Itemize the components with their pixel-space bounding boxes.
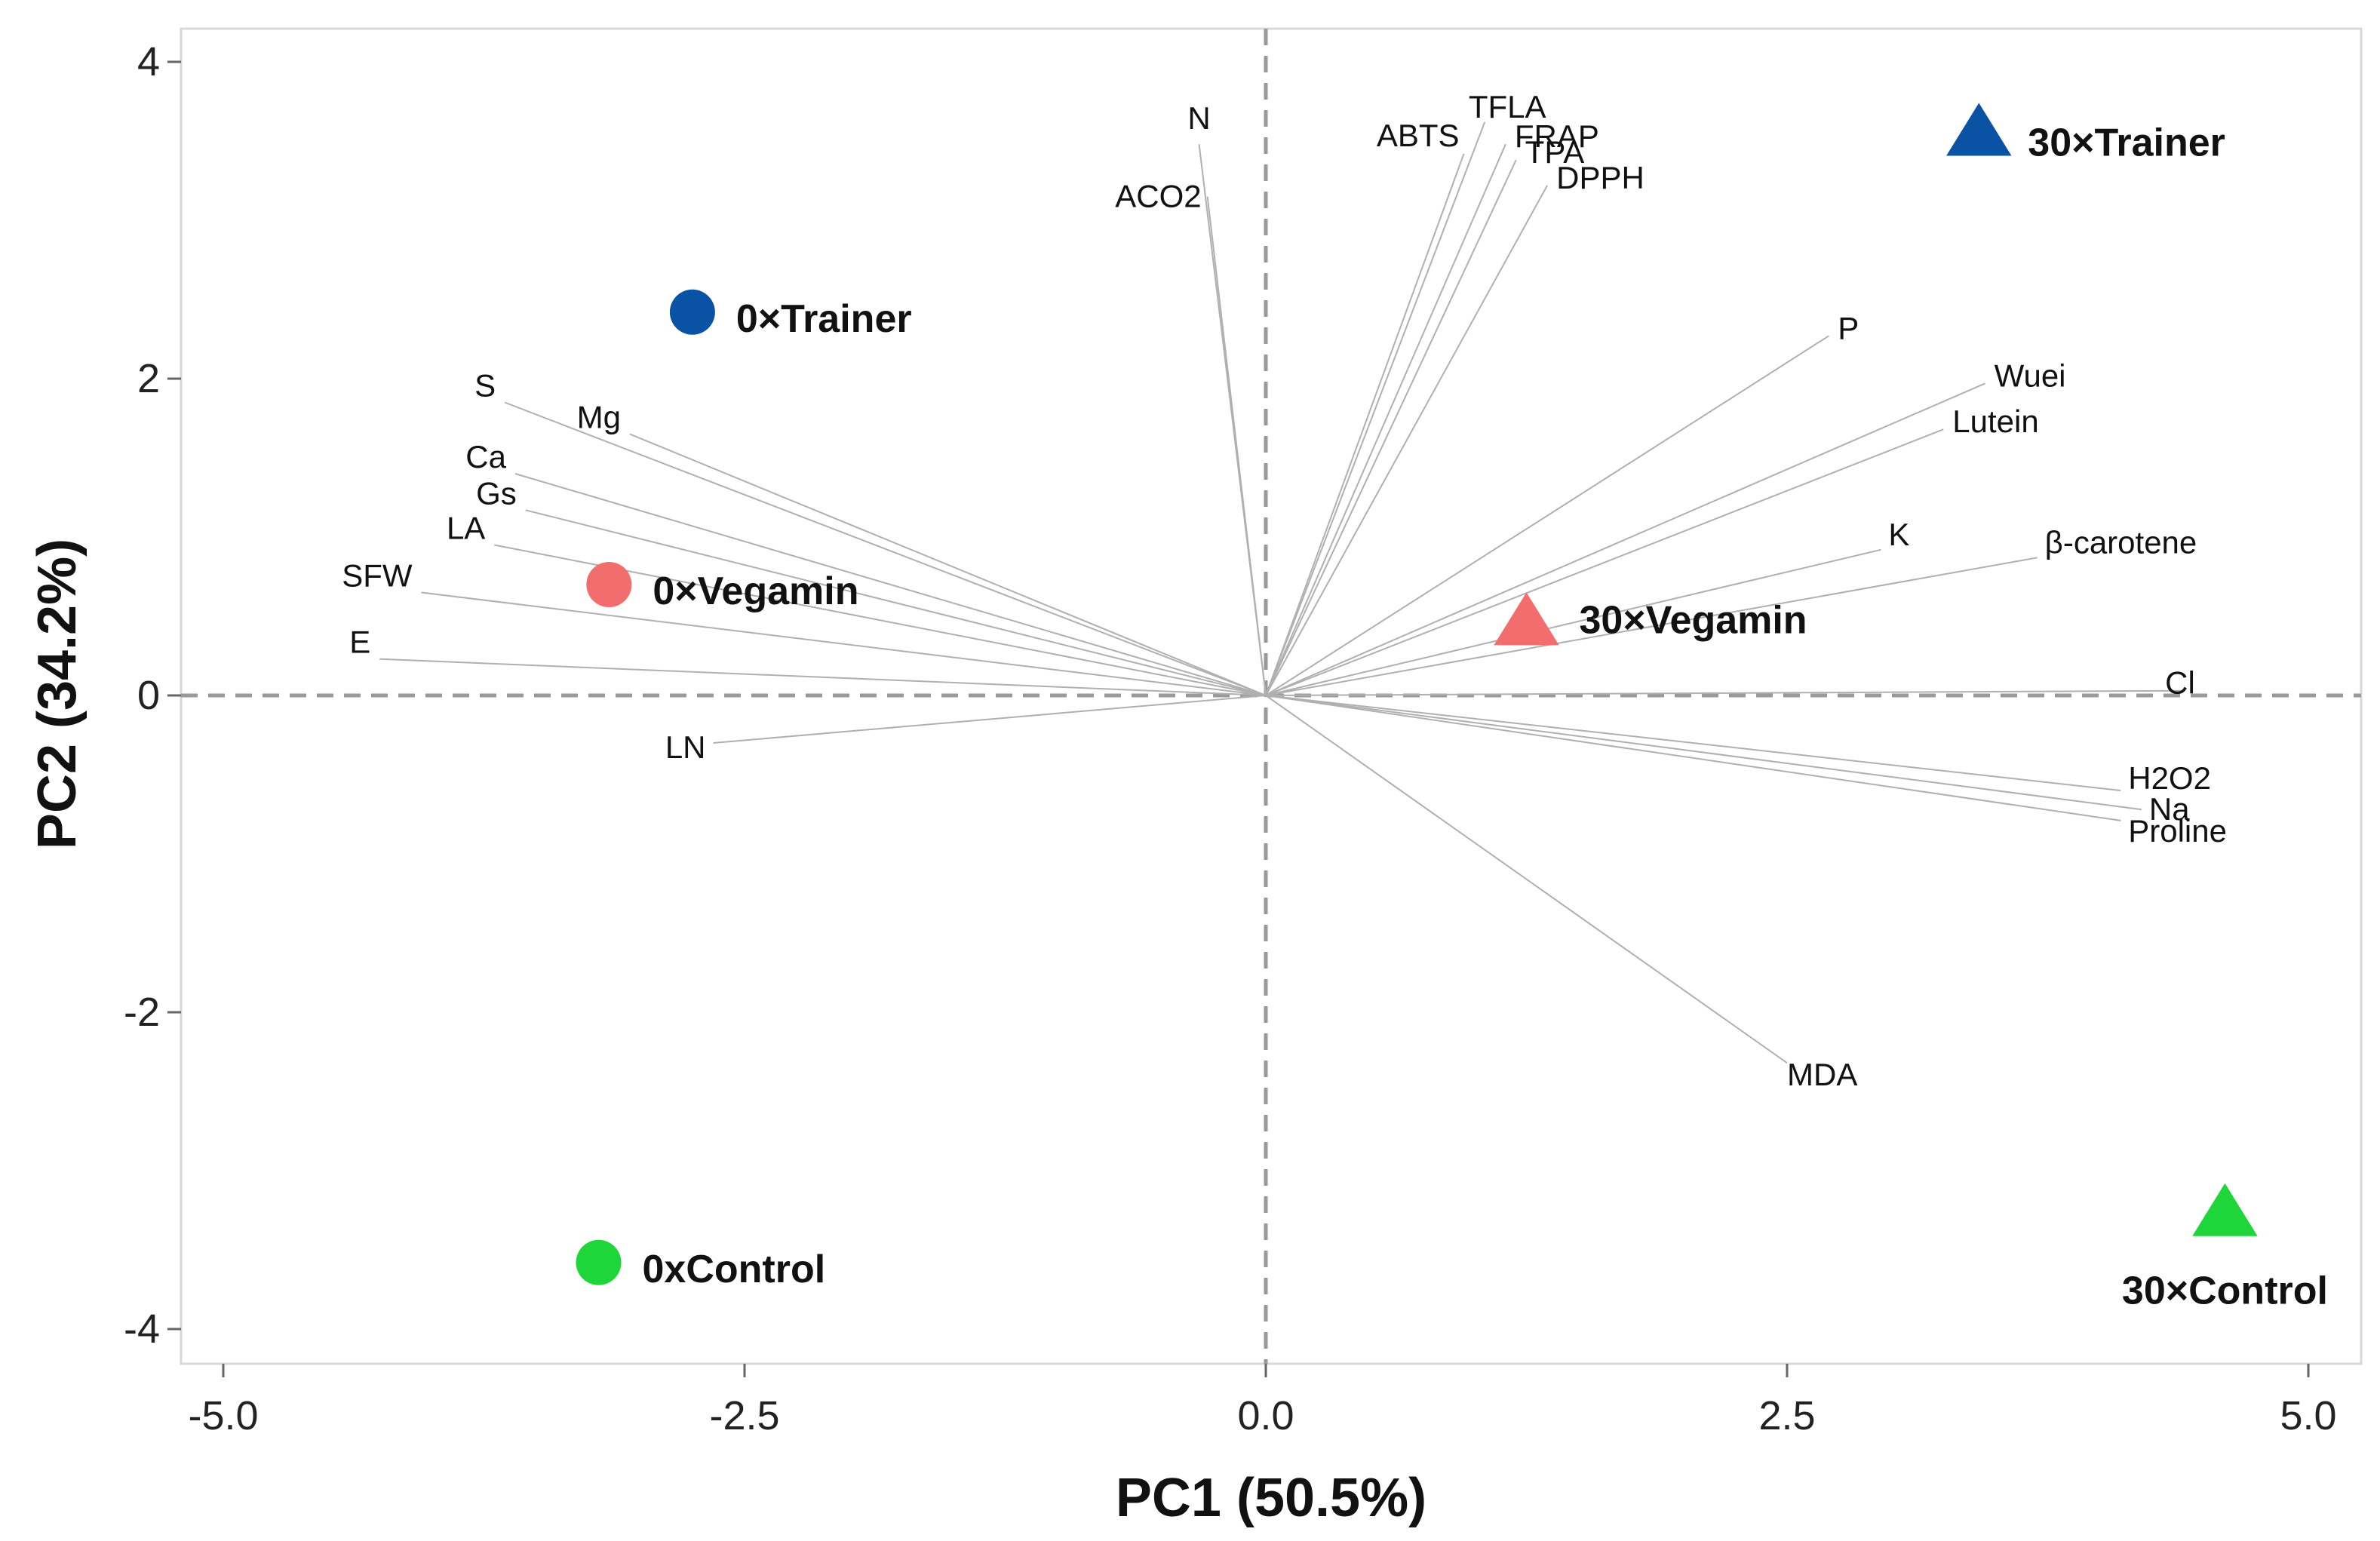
x-axis-title: PC1 (50.5%) [1116,1468,1426,1528]
loading-vector [1265,428,1944,696]
loading-vector [1265,382,1985,696]
loading-label: ACO2 [1115,179,1201,214]
loading-vector [1265,695,2142,811]
group-label: 0×Trainer [736,297,912,341]
y-tick-label: 2 [137,356,160,401]
loading-label: SFW [342,558,413,594]
x-tick-label: 0.0 [1237,1393,1294,1438]
loading-label: TPA [1525,134,1585,170]
loading-label: Ca [465,439,506,474]
loading-vector [1265,153,1465,696]
loading-vector [514,473,1267,696]
y-tick-label: -4 [124,1306,160,1352]
group-point [1946,103,2012,156]
loading-vector [1265,335,1829,696]
loading-label: MDA [1787,1057,1857,1092]
y-axis-title: PC2 (34.2%) [27,539,88,849]
loading-vector [713,695,1267,744]
loading-label: Lutein [1952,404,2038,439]
loading-label: E [349,625,370,660]
loading-vector [1206,196,1267,696]
loading-label: Wuei [1995,358,2066,393]
group-label: 30×Control [2122,1269,2328,1313]
loading-vector [1265,121,1486,696]
x-tick-label: 2.5 [1758,1393,1815,1438]
loading-label: β-carotene [2045,524,2197,560]
y-tick-label: -2 [124,990,160,1035]
loading-vector [1265,695,1788,1064]
loading-label: LN [665,729,706,765]
loading-vector [504,401,1267,696]
loading-label: P [1838,310,1859,345]
x-tick-label: -5.0 [188,1393,258,1438]
loading-vector [1265,557,2038,696]
loading-label: K [1888,517,1909,552]
loading-vector [1265,548,1881,696]
loading-vector [379,658,1267,696]
loading-label: Gs [476,475,517,511]
loading-label: S [474,368,496,404]
group-label: 30×Vegamin [1580,598,1807,642]
loading-label: DPPH [1556,160,1645,195]
group-point [586,562,632,607]
loading-vector [1265,695,2121,821]
loading-vector [421,591,1267,696]
loading-vector [629,433,1267,696]
loading-label: ABTS [1377,118,1460,153]
loading-label: TFLA [1469,89,1546,124]
loading-label: Proline [2128,813,2227,849]
loading-label: N [1187,100,1210,136]
group-point [576,1239,622,1285]
loading-vector [1265,159,1517,696]
loading-label: FRAP [1515,118,1599,154]
loading-label: Na [2149,791,2190,827]
group-label: 30×Trainer [2028,121,2225,165]
loading-vector [1265,695,2121,791]
x-tick-label: -2.5 [709,1393,779,1438]
group-label: 0xControl [643,1248,826,1291]
loading-label: H2O2 [2128,760,2211,796]
y-tick-label: 0 [137,673,160,718]
group-point [669,289,715,335]
loading-label: Cl [2165,665,2195,701]
group-label: 0×Vegamin [653,569,858,613]
group-point [2192,1183,2258,1236]
loading-label: Mg [577,400,621,435]
loading-vector [1265,143,1506,696]
loading-vector [1265,185,1549,696]
x-tick-label: 5.0 [2280,1393,2336,1438]
loading-label: LA [447,511,485,546]
y-tick-label: 4 [137,39,160,84]
loading-vector [1265,689,2184,696]
loading-vector [525,509,1267,696]
group-point [1494,592,1559,646]
